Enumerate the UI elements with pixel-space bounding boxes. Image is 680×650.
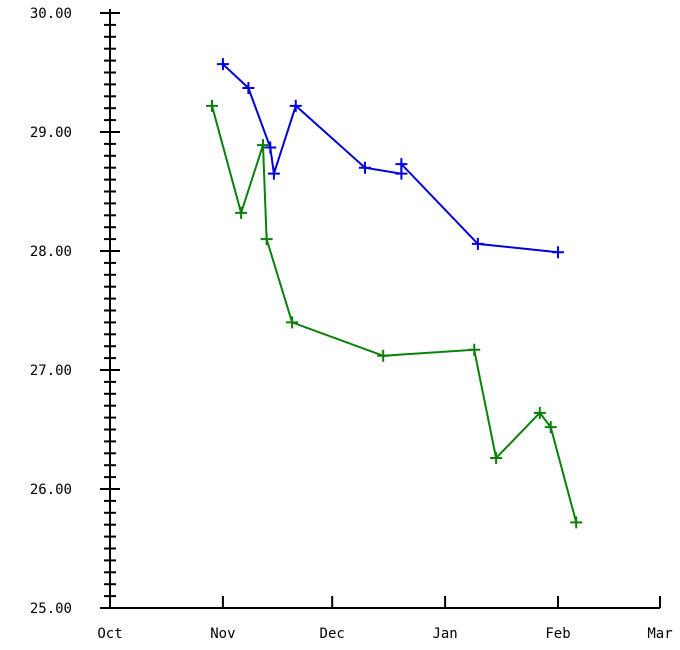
data-point: [205, 99, 218, 112]
data-point: [267, 167, 280, 180]
x-tick-label: Jan: [432, 626, 457, 642]
y-tick-label: 27.00: [30, 363, 72, 379]
data-point: [544, 421, 557, 434]
series-2: [205, 99, 583, 529]
data-point: [260, 233, 273, 246]
series-layer: [205, 58, 583, 529]
series-line: [211, 105, 578, 523]
x-tick-label: Dec: [320, 626, 345, 642]
data-point: [395, 158, 408, 171]
x-tick-label: Nov: [210, 626, 235, 642]
series-line: [222, 63, 559, 254]
data-point: [264, 141, 277, 154]
y-tick-label: 28.00: [30, 244, 72, 260]
data-point: [256, 139, 269, 152]
x-tick-label: Mar: [647, 626, 672, 642]
y-tick-label: 29.00: [30, 125, 72, 141]
data-point: [377, 349, 390, 362]
data-point: [552, 246, 565, 259]
y-tick-label: 26.00: [30, 482, 72, 498]
data-point: [471, 237, 484, 250]
data-point: [570, 516, 583, 529]
x-tick-label: Feb: [545, 626, 570, 642]
data-point: [533, 406, 546, 419]
data-point: [490, 452, 503, 465]
x-tick-label: Oct: [97, 626, 122, 642]
data-point: [358, 161, 371, 174]
data-point: [235, 206, 248, 219]
data-point: [289, 99, 302, 112]
y-tick-label: 25.00: [30, 601, 72, 617]
data-point: [216, 58, 229, 71]
data-point: [242, 81, 255, 94]
data-point: [468, 343, 481, 356]
series-1: [216, 58, 565, 259]
y-tick-label: 30.00: [30, 6, 72, 22]
data-point: [286, 316, 299, 329]
axes: 25.00 26.00 27.00 28.00 29.00 30.00 Oct Nov Dec J…: [30, 6, 673, 642]
